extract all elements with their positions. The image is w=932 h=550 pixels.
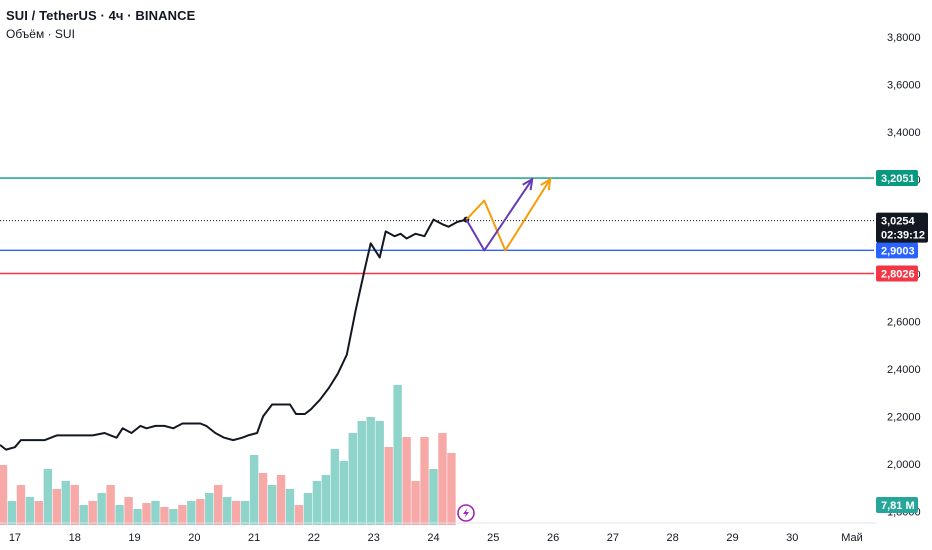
volume-bar [321,475,331,525]
price-tag-support-value: 2,9003 [881,245,915,257]
time-tick-label: 27 [607,532,619,544]
symbol-title[interactable]: SUI / TetherUS · 4ч · BINANCE [6,8,196,23]
price-tag-support [876,242,918,259]
volume-bar [43,469,53,525]
time-tick-label: 29 [726,532,738,544]
bar-countdown: 02:39:12 [881,230,925,242]
volume-bar [411,481,420,525]
volume-bar [88,501,97,525]
volume-bar [196,499,205,525]
volume-bar [79,505,88,525]
volume-bar [205,493,214,525]
volume-bar [393,385,402,525]
time-tick-label: 20 [188,532,200,544]
volume-bar [303,493,313,525]
horizontal-levels-layer [0,177,874,275]
projection-purple-arrowhead-icon [522,177,534,191]
volume-bar [52,489,62,525]
volume-bar [124,497,133,525]
time-tick-label: 22 [308,532,320,544]
last-price-value: 3,0254 [881,216,916,228]
price-tick-label: 3,8000 [887,32,921,44]
lightning-icon[interactable] [457,504,475,522]
chart-legend: SUI / TetherUS · 4ч · BINANCE Объём · SU… [6,6,195,42]
volume-bar [447,453,456,525]
projection-purple-path [465,178,534,252]
price-tick-label: 2,4000 [887,364,921,376]
price-tick-label: 3,6000 [887,79,921,91]
time-tick-label: 23 [368,532,380,544]
time-tick-label: 17 [9,532,21,544]
price-line [0,218,467,451]
volume-bar [133,509,142,525]
projection-orange-path [465,178,551,252]
volume-bar [249,455,259,525]
projection-layer [465,177,552,252]
volume-bar [106,485,115,525]
volume-bar [169,509,178,525]
price-tick-label: 3,4000 [887,127,921,139]
volume-bar [7,501,17,525]
volume-bar [384,447,393,525]
time-tick-label: 26 [547,532,559,544]
price-tag-stop [876,265,918,282]
volume-bar [348,433,357,525]
price-tag-stop-value: 2,8026 [881,268,915,280]
volume-bar [231,501,241,525]
price-tick-label: 2,2000 [887,411,921,423]
volume-value-tag [876,497,918,513]
volume-bar [70,485,79,525]
time-tick-label: 25 [487,532,499,544]
time-tick-label: 24 [427,532,439,544]
volume-layer [0,385,456,525]
volume-bar [402,437,411,525]
price-tag-resistance [876,170,918,187]
volume-bar [330,449,340,525]
volume-bar [366,417,375,525]
volume-bar [339,461,349,525]
volume-value: 7,81 M [881,500,915,512]
volume-bar [178,505,187,525]
volume-bar [276,475,286,525]
time-tick-label: 18 [69,532,81,544]
volume-bar [240,501,250,525]
volume-bar [34,501,44,525]
volume-bar [142,503,151,525]
volume-indicator-title[interactable]: Объём · SUI [6,27,75,41]
volume-bar [294,505,304,525]
volume-bar [312,481,322,525]
price-tags-layer: 3,2051 2,9003 2,8026 3,0254 02:39:12 7,81 M [876,170,928,513]
time-tick-label: 19 [128,532,140,544]
volume-bar [25,497,35,525]
volume-bar [214,485,223,525]
volume-bar [375,421,384,525]
projection-orange-arrowhead-icon [540,177,552,191]
time-tick-label: 21 [248,532,260,544]
price-tag-resistance-value: 3,2051 [881,173,915,185]
volume-bar [97,493,106,525]
price-tick-label: 2,0000 [887,459,921,471]
volume-bar [438,433,447,525]
volume-bar [285,489,295,525]
price-tick-label: 2,6000 [887,317,921,329]
volume-bar [151,501,160,525]
volume-bar [160,507,169,525]
volume-bar [357,421,366,525]
volume-bar [267,485,277,525]
volume-bar [16,485,26,525]
last-price-tag [876,212,928,243]
volume-bar [115,505,124,525]
time-tick-label: 28 [667,532,679,544]
volume-bar [0,465,8,525]
volume-bar [223,497,232,525]
volume-bar [187,501,196,525]
axes-layer: 3,80003,60003,40003,20003,00002,80002,60… [0,32,921,544]
time-tick-label: Май [841,532,863,544]
volume-bar [61,481,70,525]
volume-bar [420,437,429,525]
volume-bar [258,473,268,525]
time-tick-label: 30 [786,532,798,544]
volume-bar [429,469,438,525]
